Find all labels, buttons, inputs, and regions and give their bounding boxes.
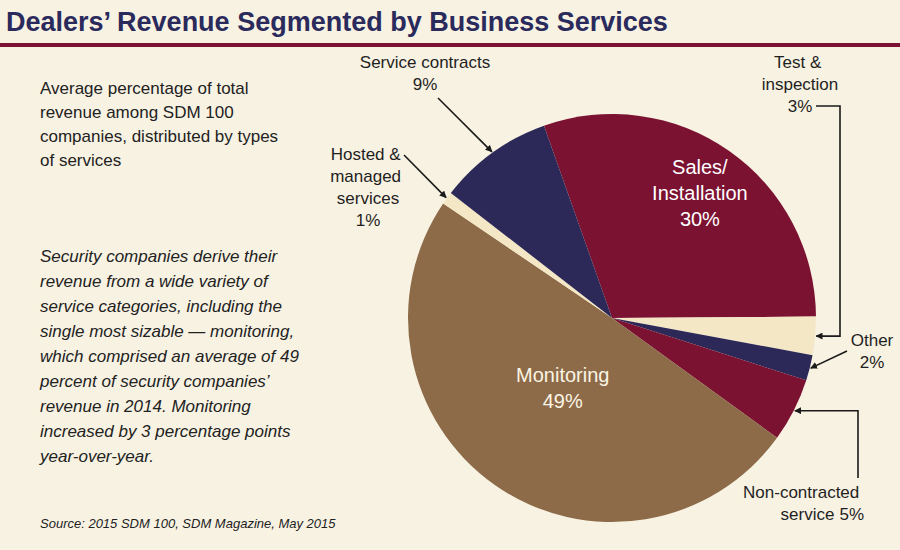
text-line: Hosted &	[331, 145, 406, 164]
note: Security companies derive their revenue …	[39, 247, 304, 466]
slice-label: Service contracts	[360, 53, 490, 72]
slice-label: Sales/Installation	[652, 156, 748, 204]
data-labels: Sales/Installation 30% Test & inspection 3%…	[330, 53, 893, 524]
text-line: managed	[330, 167, 406, 186]
plot-area	[408, 114, 816, 522]
text-line: revenue in 2014. Monitoring	[40, 397, 255, 416]
slice-label: Hosted & managed services	[330, 145, 406, 208]
subtitle: Average percentage of total revenue amon…	[40, 79, 283, 170]
text-line: increased by 3 percentage points	[40, 422, 295, 441]
text-line: revenue from a wide variety of	[40, 272, 272, 291]
text-line: Installation	[652, 182, 748, 204]
text-line: which comprised an average of 49	[40, 347, 304, 366]
chart-container: Dealers’ Revenue Segmented by Business S…	[0, 0, 900, 550]
source: Source: 2015 SDM 100, SDM Magazine, May …	[40, 516, 336, 531]
text-line: Test &	[774, 53, 826, 72]
text-line: Security companies derive their	[40, 247, 282, 266]
slice-value-label: 9%	[413, 75, 438, 94]
text-line: single most sizable — monitoring,	[40, 322, 299, 341]
text-line: companies, distributed by types	[40, 127, 283, 146]
leader-arrow	[438, 98, 492, 152]
text-line: inspection	[762, 75, 839, 94]
text-line: Sales/	[672, 156, 728, 178]
slice-value-label: 3%	[788, 97, 813, 116]
text-line: Service contracts	[360, 53, 490, 72]
leader-arrow	[811, 351, 847, 368]
slice-value-label: 1%	[356, 211, 381, 230]
slice-value-label: 2%	[860, 353, 885, 372]
leader-arrow	[816, 106, 840, 336]
slice	[408, 203, 777, 522]
text-line: revenue among SDM 100	[40, 103, 238, 122]
text-line: Average percentage of total	[40, 79, 253, 98]
title-rule	[0, 43, 900, 47]
text-line: year-over-year.	[39, 447, 154, 466]
text-line: service	[781, 505, 835, 524]
text-line: Other	[851, 331, 894, 350]
slice-label: Non-contracted service	[743, 483, 864, 524]
text-line: Monitoring	[516, 364, 609, 386]
slice	[451, 126, 612, 318]
slice-value-label: 49%	[543, 390, 583, 412]
chart-svg: Dealers’ Revenue Segmented by Business S…	[0, 0, 900, 550]
background	[0, 0, 900, 550]
text-line: Non-contracted	[743, 483, 864, 502]
slice-label: Other	[851, 331, 894, 350]
slice-value-label: 30%	[680, 208, 720, 230]
slice-label: Test & inspection	[762, 53, 839, 94]
arrows	[404, 98, 858, 478]
text-line: of services	[40, 151, 121, 170]
text-line: percent of security companies’	[39, 372, 273, 391]
leader-arrow	[795, 411, 858, 478]
slice-label: Monitoring	[516, 364, 609, 386]
title: Dealers’ Revenue Segmented by Business S…	[6, 7, 668, 37]
text-line: services	[337, 189, 399, 208]
text-line: service categories, including the	[40, 297, 287, 316]
leader-arrow	[404, 155, 446, 198]
slice-value-label: 5%	[839, 505, 864, 524]
